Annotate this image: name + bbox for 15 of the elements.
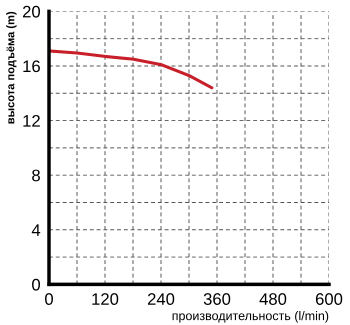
x-tick-label: 360 [204, 293, 230, 305]
x-tick-label: 0 [45, 293, 53, 305]
x-tick-label: 120 [92, 293, 118, 305]
y-tick-label: 8 [32, 170, 40, 182]
x-tick-label: 480 [259, 293, 286, 305]
y-tick-label: 0 [32, 278, 40, 291]
y-axis-title: высота подъёма (m) [6, 12, 17, 124]
y-tick-label: 20 [22, 6, 40, 18]
x-axis-title: производительность (l/min) [172, 311, 328, 323]
y-tick-label: 16 [23, 60, 40, 72]
x-tick-label: 600 [316, 293, 342, 305]
x-tick-label: 240 [148, 293, 174, 305]
line-series [49, 49, 214, 90]
y-tick-label: 4 [32, 224, 40, 236]
y-tick-label: 12 [23, 114, 40, 127]
